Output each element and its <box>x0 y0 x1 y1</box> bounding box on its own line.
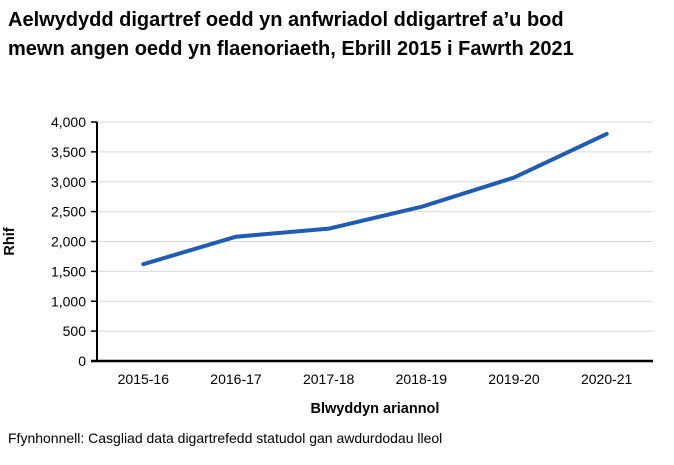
x-axis-tick-label: 2018-19 <box>396 371 448 387</box>
data-line-series <box>141 131 609 267</box>
x-axis-tick-label: 2015-16 <box>118 371 170 387</box>
x-axis-tick-label: 2016-17 <box>210 371 262 387</box>
y-axis-title: Rhif <box>2 227 18 255</box>
y-axis-tick-label: 1,000 <box>51 293 86 309</box>
y-axis-tick-label: 3,000 <box>51 174 86 190</box>
y-axis-tick-label: 0 <box>78 353 86 369</box>
y-axis-tick-label: 3,500 <box>51 144 86 160</box>
x-axis-tick-label: 2020-21 <box>581 371 633 387</box>
y-axis-tick-label: 2,500 <box>51 204 86 220</box>
y-axis-tick-label: 2,000 <box>51 234 86 250</box>
x-axis-title: Blwyddyn ariannol <box>311 401 440 417</box>
line-chart: 0 500 1,000 1,500 2,000 2,500 3,000 3,500 4,000 2… <box>2 114 653 417</box>
y-axis-tick-label: 500 <box>63 323 87 339</box>
y-axis-tick-label: 4,000 <box>51 114 86 130</box>
chart-title: Aelwydydd digartref oedd yn anfwriadol d… <box>8 9 574 60</box>
source-note: Ffynhonnell: Casgliad data digartrefedd … <box>8 430 443 446</box>
y-axis-tick-label: 1,500 <box>51 263 86 279</box>
x-axis-tick-label: 2017-18 <box>303 371 355 387</box>
x-axis-tick-label: 2019-20 <box>488 371 540 387</box>
